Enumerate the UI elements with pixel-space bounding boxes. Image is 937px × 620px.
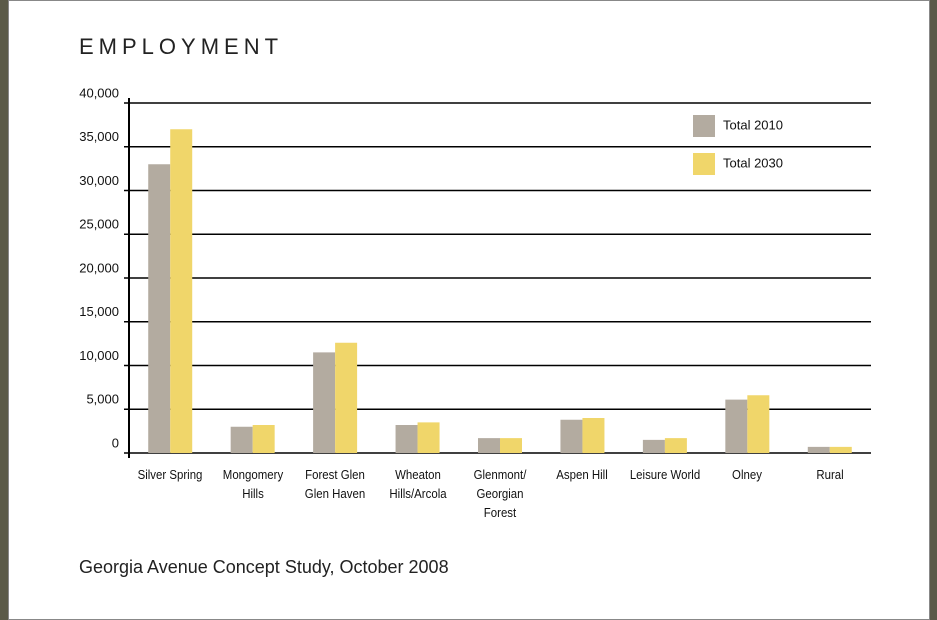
source-note: Georgia Avenue Concept Study, October 20… <box>79 557 449 577</box>
bar <box>395 425 418 453</box>
bar <box>664 438 687 453</box>
chart-title: EMPLOYMENT <box>79 34 284 59</box>
bar <box>829 446 852 453</box>
legend-label: Total 2010 <box>723 117 783 132</box>
legend-swatch <box>693 153 715 175</box>
x-tick-label: Olney <box>732 467 763 482</box>
chart: 0 5,000 10,000 15,000 20,000 25,000 30,000 35,0… <box>79 85 871 458</box>
y-tick-label: 35,000 <box>79 129 119 144</box>
legend-swatch <box>693 115 715 137</box>
y-tick-label: 30,000 <box>79 173 119 188</box>
bar <box>230 426 253 453</box>
x-tick-label: Mongomery Hills <box>222 467 283 501</box>
bar <box>807 446 830 453</box>
legend-label: Total 2030 <box>723 155 783 170</box>
x-tick-label: Leisure World <box>629 467 701 482</box>
x-tick-label: Rural <box>816 467 844 482</box>
y-tick-label: 0 <box>112 435 119 450</box>
x-tick-label: Forest Glen Glen Haven <box>304 467 366 501</box>
panel: EMPLOYMENT Georgia Avenue Concept Study,… <box>8 0 930 620</box>
bar <box>170 129 193 453</box>
bar <box>747 395 770 453</box>
y-tick-label: 10,000 <box>79 348 119 363</box>
bar <box>417 422 440 453</box>
x-tick-label: Silver Spring <box>137 467 203 482</box>
bar <box>725 399 748 453</box>
bar <box>252 425 275 453</box>
y-tick-label: 20,000 <box>79 260 119 275</box>
bar <box>582 418 605 453</box>
x-tick-label: Aspen Hill <box>556 467 609 482</box>
bar <box>560 419 583 453</box>
x-tick-label: Wheaton Hills/Arcola <box>388 467 447 501</box>
bar <box>313 352 336 453</box>
bar <box>335 342 358 453</box>
y-tick-label: 40,000 <box>79 85 119 100</box>
y-tick-label: 25,000 <box>79 217 119 232</box>
x-tick-label: Glenmont/ Georgian Forest <box>473 467 527 520</box>
bar <box>500 438 522 453</box>
bar <box>642 439 665 453</box>
bar <box>478 438 500 453</box>
bar <box>148 164 171 453</box>
y-tick-label: 5,000 <box>86 392 119 407</box>
y-tick-label: 15,000 <box>79 304 119 319</box>
